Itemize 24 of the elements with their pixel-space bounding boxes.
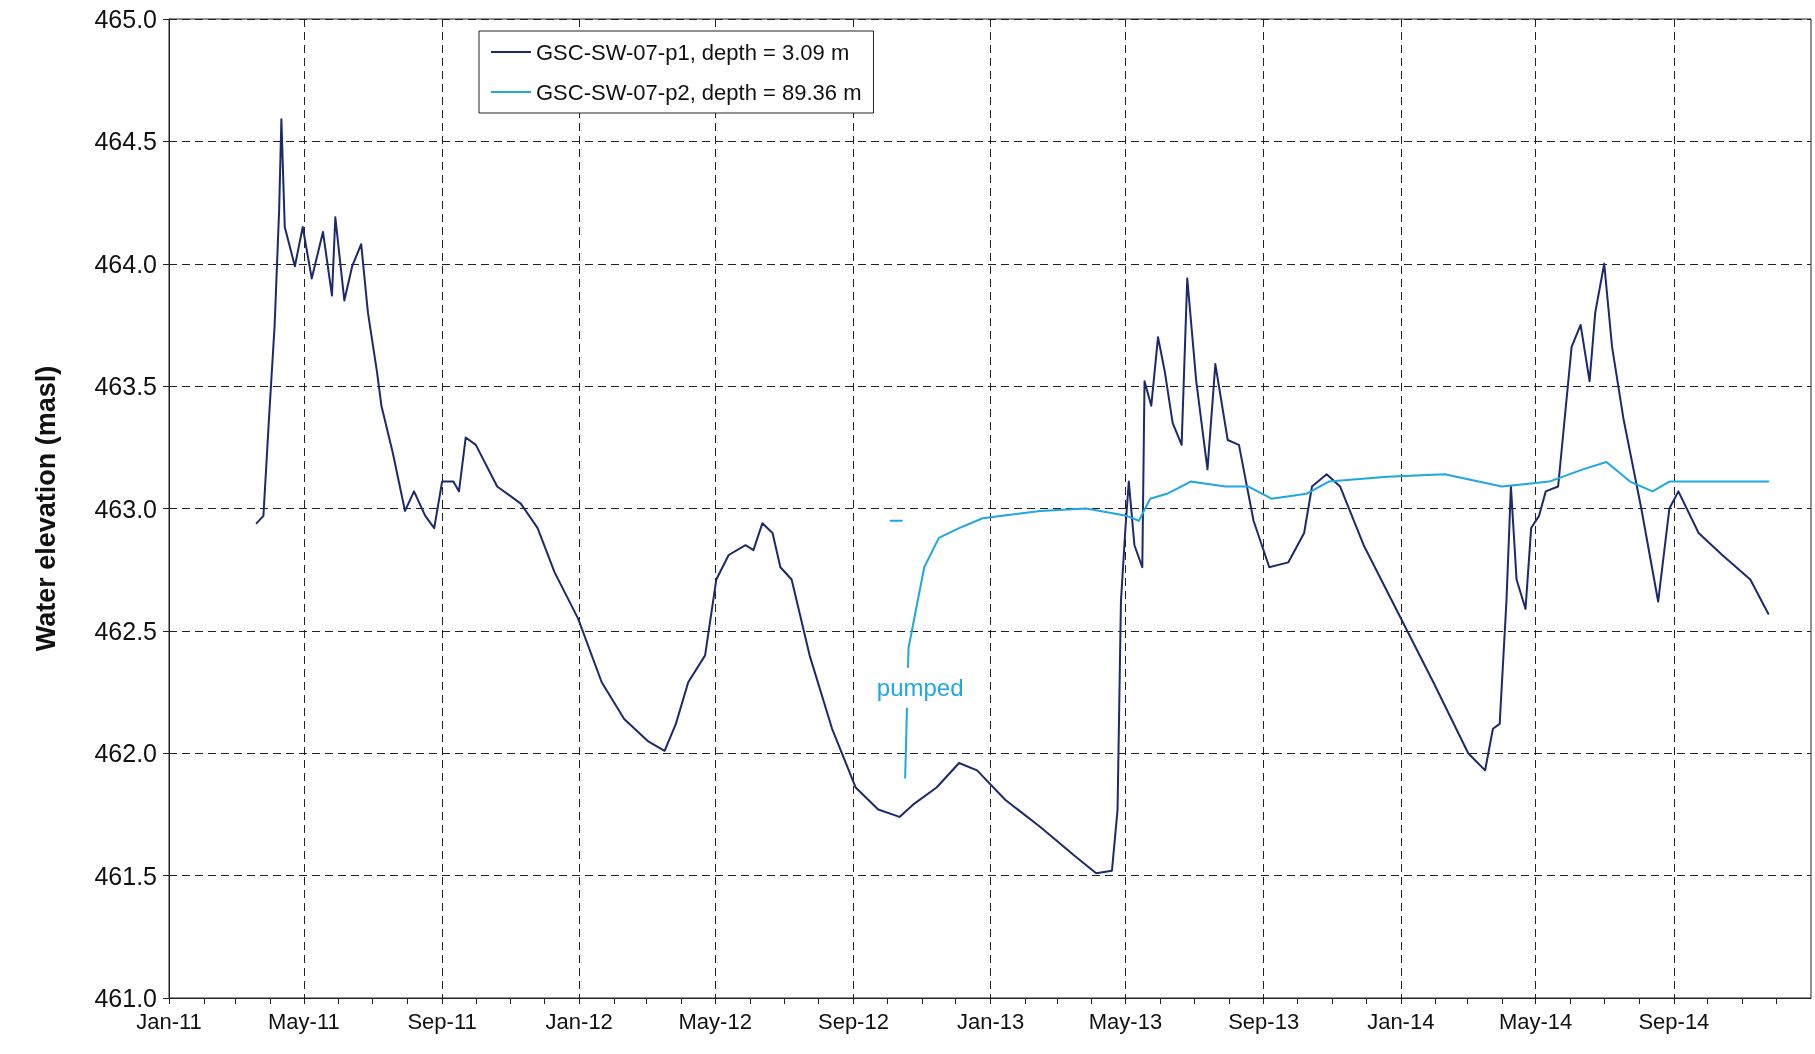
annotation: pumped [876, 674, 964, 702]
y-tick-label: 464.0 [94, 249, 157, 278]
y-tick-label: 461.5 [94, 861, 157, 890]
legend-label: GSC-SW-07-p2, depth = 89.36 m [536, 79, 862, 105]
x-tick-label: Jan-13 [956, 1008, 1025, 1034]
y-tick-label: 462.0 [94, 739, 157, 768]
y-axis-title: Water elevation (masl) [30, 365, 61, 652]
x-tick-label: May-12 [678, 1008, 752, 1034]
legend-label: GSC-SW-07-p1, depth = 3.09 m [536, 39, 850, 65]
x-tick-label: Sep-12 [817, 1008, 889, 1034]
x-tick-label: May-14 [1498, 1008, 1573, 1034]
x-tick-label: Sep-11 [407, 1008, 477, 1034]
x-tick-label: Jan-14 [1367, 1008, 1435, 1034]
x-tick-label: Jan-12 [545, 1008, 613, 1034]
x-tick-label: May-13 [1088, 1008, 1163, 1034]
x-tick-label: Sep-13 [1228, 1008, 1300, 1034]
y-tick-label: 463.0 [94, 494, 157, 523]
x-tick-label: May-11 [268, 1008, 340, 1034]
y-tick-label: 464.5 [94, 127, 157, 156]
y-tick-label: 465.0 [94, 5, 157, 33]
line-series [255, 118, 1770, 875]
y-tick-label: 462.5 [94, 616, 157, 645]
y-tick-label: 463.5 [94, 372, 157, 401]
x-tick-label: Sep-14 [1638, 1008, 1710, 1034]
